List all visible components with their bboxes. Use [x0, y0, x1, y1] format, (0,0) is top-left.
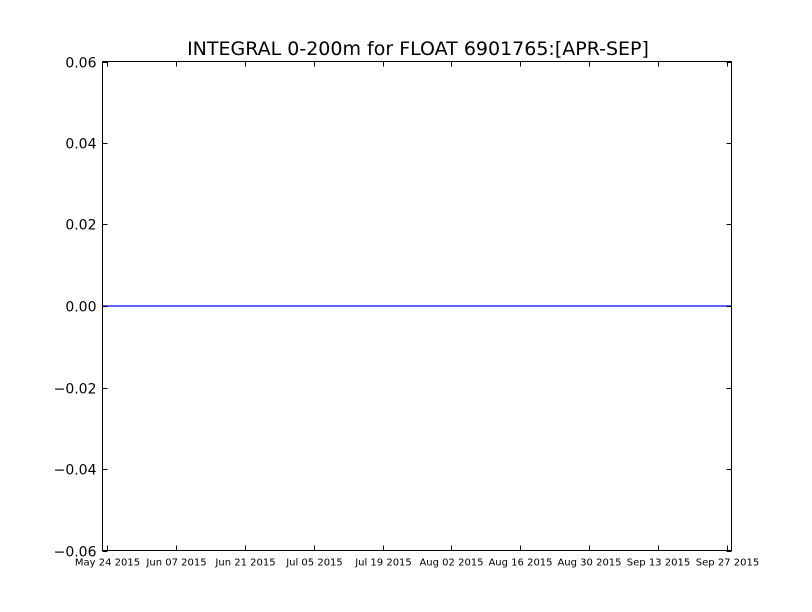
y-tick-label: −0.04: [54, 463, 97, 479]
plot-frame: [102, 61, 732, 551]
y-tick-label: 0.04: [65, 137, 96, 153]
y-axis: 0.06 0.04 0.02 0.00 −0.02 −0.04 −0.06: [54, 56, 732, 561]
y-tick-label: −0.06: [54, 545, 97, 561]
x-tick-label: Aug 16 2015: [488, 558, 552, 569]
x-axis: May 24 2015 Jun 07 2015 Jun 21 2015 Jul 05 …: [75, 61, 759, 569]
y-tick-label: −0.02: [54, 382, 97, 398]
y-tick-label: 0.06: [65, 56, 96, 72]
y-tick-label: 0.02: [65, 218, 96, 234]
x-tick-label: Jul 19 2015: [354, 558, 412, 569]
y-tick-label: 0.00: [65, 300, 96, 316]
x-tick-label: Jun 21 2015: [214, 558, 275, 569]
x-tick-label: May 24 2015: [75, 558, 140, 569]
x-tick-label: Aug 02 2015: [419, 558, 483, 569]
x-tick-label: Sep 13 2015: [627, 558, 690, 569]
x-tick-label: Aug 30 2015: [557, 558, 621, 569]
x-tick-label: Jun 07 2015: [145, 558, 206, 569]
x-tick-label: Sep 27 2015: [696, 558, 759, 569]
chart-title: INTEGRAL 0-200m for FLOAT 6901765:[APR-S…: [187, 38, 649, 60]
x-tick-label: Jul 05 2015: [285, 558, 343, 569]
